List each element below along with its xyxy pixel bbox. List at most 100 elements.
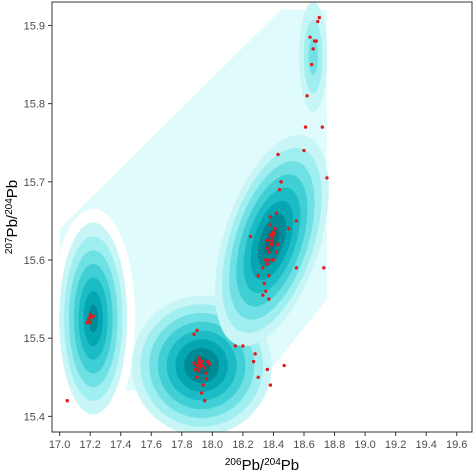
data-point bbox=[268, 223, 273, 227]
data-point bbox=[271, 258, 276, 262]
data-point bbox=[265, 262, 270, 266]
data-point bbox=[274, 250, 279, 254]
data-point bbox=[276, 152, 280, 157]
data-point bbox=[264, 258, 268, 262]
data-point bbox=[316, 19, 320, 24]
data-point bbox=[233, 344, 237, 348]
data-point bbox=[201, 383, 205, 387]
data-point bbox=[311, 47, 315, 51]
data-point bbox=[207, 362, 212, 366]
data-point bbox=[302, 148, 306, 153]
data-point bbox=[264, 289, 268, 293]
data-point bbox=[204, 377, 208, 381]
data-point bbox=[294, 219, 299, 223]
x-tick-label: 19.0 bbox=[354, 439, 375, 451]
data-point bbox=[261, 266, 265, 270]
data-point bbox=[86, 319, 91, 323]
data-point bbox=[265, 246, 270, 250]
data-point bbox=[277, 187, 282, 192]
x-tick-label: 18.2 bbox=[232, 439, 253, 451]
x-tick-label: 19.6 bbox=[446, 439, 467, 451]
data-point bbox=[256, 273, 260, 278]
x-tick-label: 17.6 bbox=[141, 439, 162, 451]
data-point bbox=[248, 234, 253, 239]
data-point bbox=[270, 242, 274, 247]
data-point bbox=[303, 125, 308, 129]
x-tick-label: 19.4 bbox=[415, 439, 436, 451]
x-tick-label: 18.0 bbox=[202, 439, 223, 451]
data-point bbox=[86, 316, 91, 321]
data-point bbox=[265, 238, 270, 243]
plot-panel-border bbox=[51, 1, 473, 433]
data-point bbox=[270, 238, 274, 243]
data-point bbox=[268, 233, 273, 237]
x-axis: 17.0 17.2 17.4 17.6 17.8 18.0 18.2 18.4 18.6 18.8… bbox=[49, 432, 467, 451]
data-point bbox=[305, 94, 309, 98]
data-point bbox=[268, 215, 273, 219]
data-point bbox=[265, 367, 270, 372]
data-point bbox=[203, 399, 207, 403]
x-axis-title: 206Pb/204Pb bbox=[225, 457, 299, 474]
data-point bbox=[276, 242, 280, 247]
y-axis: 15.4 15.5 15.6 15.7 15.8 15.9 bbox=[24, 20, 52, 423]
data-point bbox=[273, 227, 277, 231]
data-point bbox=[267, 297, 271, 301]
data-point bbox=[312, 39, 317, 43]
data-point bbox=[192, 361, 196, 365]
data-point bbox=[192, 332, 196, 336]
data-point bbox=[196, 369, 201, 373]
x-tick-label: 17.2 bbox=[79, 439, 100, 451]
data-point bbox=[203, 366, 207, 370]
y-tick-label: 15.6 bbox=[24, 255, 45, 267]
data-point bbox=[309, 62, 314, 67]
density-top-band bbox=[299, 2, 328, 112]
data-point bbox=[241, 344, 245, 348]
data-point bbox=[251, 359, 256, 364]
data-point bbox=[262, 281, 266, 286]
data-point bbox=[256, 375, 260, 379]
y-axis-title: 207Pb/204Pb bbox=[4, 180, 22, 254]
x-tick-label: 17.8 bbox=[171, 439, 192, 451]
data-point bbox=[274, 211, 279, 215]
data-point bbox=[193, 367, 198, 372]
x-tick-label: 17.0 bbox=[49, 439, 70, 451]
data-point bbox=[267, 258, 271, 262]
data-point bbox=[267, 250, 271, 254]
x-tick-label: 18.4 bbox=[263, 439, 284, 451]
data-point bbox=[195, 375, 199, 379]
data-point bbox=[196, 356, 201, 360]
data-point bbox=[65, 399, 69, 403]
data-point bbox=[267, 273, 271, 278]
data-point bbox=[294, 266, 299, 270]
data-point bbox=[320, 125, 325, 129]
data-point bbox=[204, 371, 208, 376]
data-point bbox=[268, 383, 273, 387]
data-point bbox=[91, 314, 95, 318]
x-tick-label: 18.6 bbox=[293, 439, 314, 451]
x-tick-label: 19.2 bbox=[385, 439, 406, 451]
data-point bbox=[325, 176, 329, 180]
y-tick-label: 15.7 bbox=[24, 177, 45, 189]
x-tick-label: 17.4 bbox=[110, 439, 131, 451]
data-point bbox=[199, 391, 204, 395]
data-point bbox=[253, 352, 257, 356]
density-left-cluster bbox=[59, 222, 128, 415]
data-point bbox=[287, 227, 291, 231]
data-points bbox=[65, 15, 329, 403]
data-point bbox=[308, 35, 312, 39]
data-point bbox=[271, 232, 276, 236]
data-point bbox=[261, 293, 265, 297]
y-tick-label: 15.5 bbox=[24, 333, 45, 345]
data-point bbox=[317, 15, 321, 20]
y-tick-label: 15.4 bbox=[24, 411, 45, 423]
data-point bbox=[195, 328, 199, 333]
y-tick-label: 15.8 bbox=[24, 99, 45, 111]
data-point bbox=[279, 180, 283, 184]
x-tick-label: 18.8 bbox=[324, 439, 345, 451]
data-point bbox=[195, 363, 199, 368]
data-point bbox=[322, 266, 326, 270]
data-point bbox=[198, 365, 202, 369]
data-point bbox=[199, 359, 204, 364]
y-tick-label: 15.9 bbox=[24, 20, 45, 32]
